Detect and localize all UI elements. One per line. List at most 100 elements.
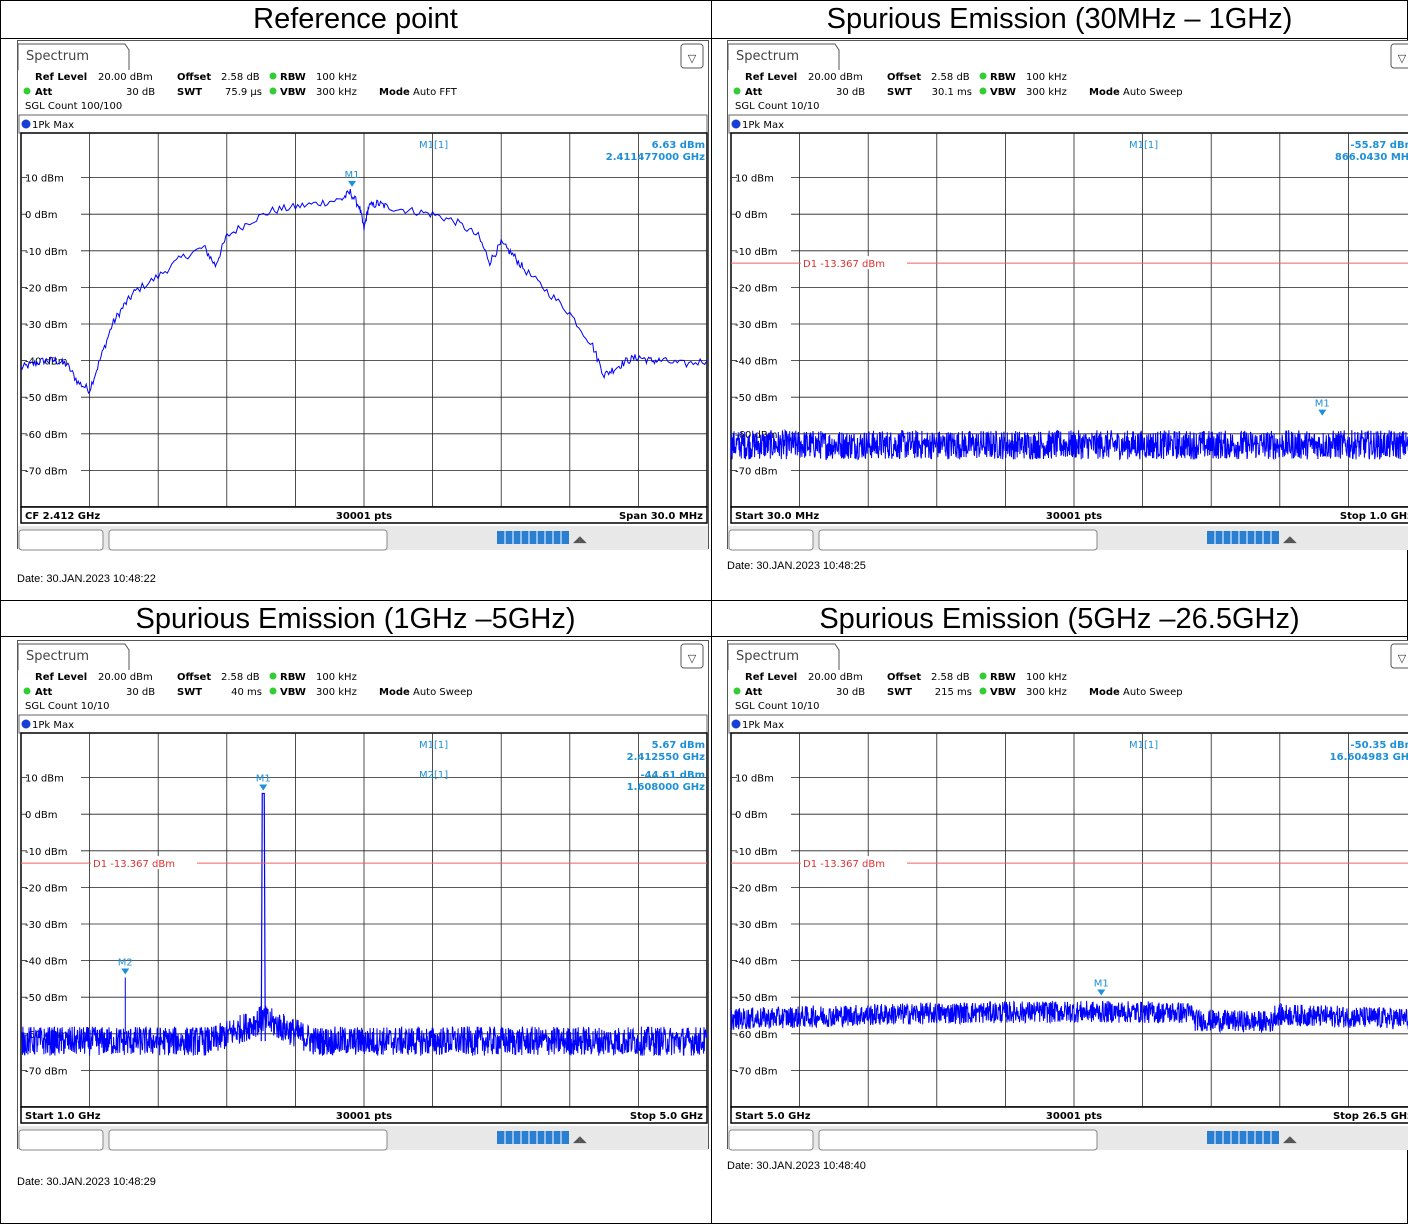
marker-label: M1 <box>345 170 360 181</box>
y-tick-label: -70 dBm <box>25 1066 67 1077</box>
swt-label: SWT <box>887 687 912 698</box>
offset-label: Offset <box>887 72 921 83</box>
spectrum-tab <box>17 43 130 70</box>
marker-readout-level: -50.35 dBm <box>1351 740 1408 751</box>
trace-label: 1Pk Max <box>32 720 74 731</box>
status-field <box>18 1129 104 1151</box>
y-tick-label: 0 dBm <box>735 210 768 221</box>
marker-readout-label: M1[1] <box>1129 740 1158 751</box>
cell-title: Spurious Emission (1GHz –5GHz) <box>135 603 576 635</box>
y-tick-label: -30 dBm <box>735 920 777 931</box>
mode-value: Auto Sweep <box>1123 87 1183 98</box>
offset-value: 2.58 dB <box>931 672 970 683</box>
status-field <box>18 529 104 551</box>
spectrum-screenshot: Spectrum ▽ Ref Level 20.00 dBm Offset 2.58 dB… <box>727 640 1408 1197</box>
display-line-label-bg <box>801 856 907 870</box>
cell-title: Reference point <box>253 3 458 35</box>
ref-level-label: Ref Level <box>745 72 797 83</box>
rbw-value: 100 kHz <box>316 72 357 83</box>
y-tick-label: -50 dBm <box>735 993 777 1004</box>
capture-date: Date: 30.JAN.2023 10:48:40 <box>727 1160 866 1172</box>
footer-left: Start 1.0 GHz <box>25 1111 101 1122</box>
vbw-coupled-icon <box>979 87 987 95</box>
swt-label: SWT <box>177 687 202 698</box>
y-tick-label: -40 dBm <box>735 357 777 368</box>
display-line-label: D1 -13.367 dBm <box>803 259 885 270</box>
status-glyph: ◢◣ <box>573 535 587 545</box>
status-glyph: ◢◣ <box>1283 1135 1297 1145</box>
analyzer-screen: Spectrum ▽ Ref Level 20.00 dBm Offset 2.58 dB… <box>727 640 1408 1151</box>
y-tick-label: -10 dBm <box>735 847 777 858</box>
display-line-label-bg <box>91 856 197 870</box>
trace-header <box>18 114 708 134</box>
trace-line <box>20 189 708 394</box>
status-message-field <box>108 1129 388 1151</box>
spectrum-tab-label: Spectrum <box>736 49 799 64</box>
marker-triangle <box>348 180 357 187</box>
marker-readout-label: M1[1] <box>419 740 448 751</box>
table-border-middle <box>711 0 712 1224</box>
marker-label: M1 <box>1315 399 1330 410</box>
marker-readout-frequency: 2.411477000 GHz <box>606 152 705 163</box>
rbw-label: RBW <box>280 672 306 683</box>
y-tick-label: 10 dBm <box>25 174 64 185</box>
capture-date: Date: 30.JAN.2023 10:48:25 <box>727 560 866 572</box>
footer-left: Start 5.0 GHz <box>735 1111 811 1122</box>
marker-triangle <box>259 784 268 791</box>
footer-right: Stop 1.0 GHz <box>1340 511 1408 522</box>
footer-right: Stop 5.0 GHz <box>630 1111 703 1122</box>
y-tick-label: -60 dBm <box>735 1030 777 1041</box>
y-tick-label: -40 dBm <box>735 957 777 968</box>
y-tick-label: -30 dBm <box>25 320 67 331</box>
marker-triangle <box>121 968 130 975</box>
y-tick-label: 10 dBm <box>735 774 774 785</box>
marker-readout-label: M1[1] <box>1129 140 1158 151</box>
vbw-coupled-icon <box>269 687 277 695</box>
rbw-value: 100 kHz <box>1026 672 1067 683</box>
mode-value: Auto Sweep <box>1123 687 1183 698</box>
trace-header <box>18 714 708 734</box>
mode-value: Auto Sweep <box>413 687 473 698</box>
vbw-label: VBW <box>990 687 1016 698</box>
y-tick-label: -20 dBm <box>25 883 67 894</box>
ref-level-label: Ref Level <box>35 72 87 83</box>
analyzer-screen: Spectrum ▽ Ref Level 20.00 dBm Offset 2.58 dB… <box>17 640 709 1151</box>
y-tick-label: -60 dBm <box>25 430 67 441</box>
marker-readout-level: 6.63 dBm <box>652 140 705 151</box>
offset-label: Offset <box>177 72 211 83</box>
sgl-count: SGL Count 10/10 <box>25 701 110 712</box>
trace-icon <box>21 719 31 729</box>
footer-right: Span 30.0 MHz <box>619 511 703 522</box>
display-line-label: D1 -13.367 dBm <box>803 859 885 870</box>
trace-header <box>728 114 1408 134</box>
table-border <box>0 600 1408 601</box>
y-tick-label: -50 dBm <box>25 993 67 1004</box>
analyzer-screen: Spectrum ▽ Ref Level 20.00 dBm Offset 2.58 dB… <box>727 40 1408 551</box>
menu-icon-glyph: ▽ <box>1398 52 1407 65</box>
marker-readout-level: -44.61 dBm <box>641 770 705 781</box>
marker-label: M2 <box>118 957 133 968</box>
progress-bar <box>497 531 569 544</box>
rbw-label: RBW <box>990 72 1016 83</box>
spectrum-tab-label: Spectrum <box>26 649 89 664</box>
att-label: Att <box>35 87 53 98</box>
rbw-label: RBW <box>280 72 306 83</box>
ref-level-value: 20.00 dBm <box>808 72 863 83</box>
plot-footer <box>730 1106 1408 1124</box>
marker-readout-label: M1[1] <box>419 140 448 151</box>
sgl-count: SGL Count 10/10 <box>735 701 820 712</box>
footer-center: 30001 pts <box>336 511 392 522</box>
status-glyph: ◢◣ <box>1283 535 1297 545</box>
table-border-top <box>0 0 1408 1</box>
rbw-coupled-icon <box>269 672 277 680</box>
att-coupled-icon <box>23 87 31 95</box>
y-tick-label: -40 dBm <box>25 357 67 368</box>
swt-label: SWT <box>177 87 202 98</box>
status-field <box>728 1129 814 1151</box>
mode-value: Auto FFT <box>413 87 458 98</box>
footer-center: 30001 pts <box>1046 511 1102 522</box>
y-tick-label: 0 dBm <box>25 810 58 821</box>
plot-area <box>730 732 1408 1108</box>
offset-value: 2.58 dB <box>221 672 260 683</box>
y-tick-label: 0 dBm <box>25 210 58 221</box>
